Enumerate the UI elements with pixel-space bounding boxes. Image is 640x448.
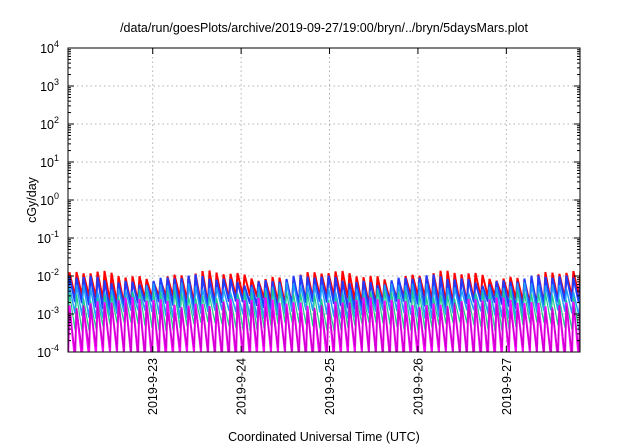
y-tick-label: 10-3 [37,305,59,322]
x-tick-label: 2019-9-23 [146,358,160,415]
y-tick-label: 10-1 [37,229,59,246]
x-tick-label: 2019-9-26 [411,358,425,415]
chart-title: /data/run/goesPlots/archive/2019-09-27/1… [120,21,528,35]
x-tick-label: 2019-9-25 [323,358,337,415]
y-tick-label: 101 [40,153,59,170]
data-series-line [68,281,580,319]
y-tick-label: 104 [40,39,59,56]
data-series-line [68,289,580,331]
y-tick-label: 103 [40,77,59,94]
y-axis-label: cGy/day [25,176,39,223]
axes: 10-4 10-3 10-2 10-1 100 101 102 103 104 2019-9-23… [37,39,580,415]
y-tick-label: 10-2 [37,267,59,284]
data-series-line [68,301,580,352]
y-tick-label: 10-4 [37,343,59,360]
series-group [68,270,580,352]
x-tick-label: 2019-9-27 [500,358,514,415]
x-axis-label: Coordinated Universal Time (UTC) [228,430,420,444]
y-tick-label: 100 [40,191,59,208]
x-tick-label: 2019-9-24 [235,358,249,415]
y-tick-label: 102 [40,115,59,132]
